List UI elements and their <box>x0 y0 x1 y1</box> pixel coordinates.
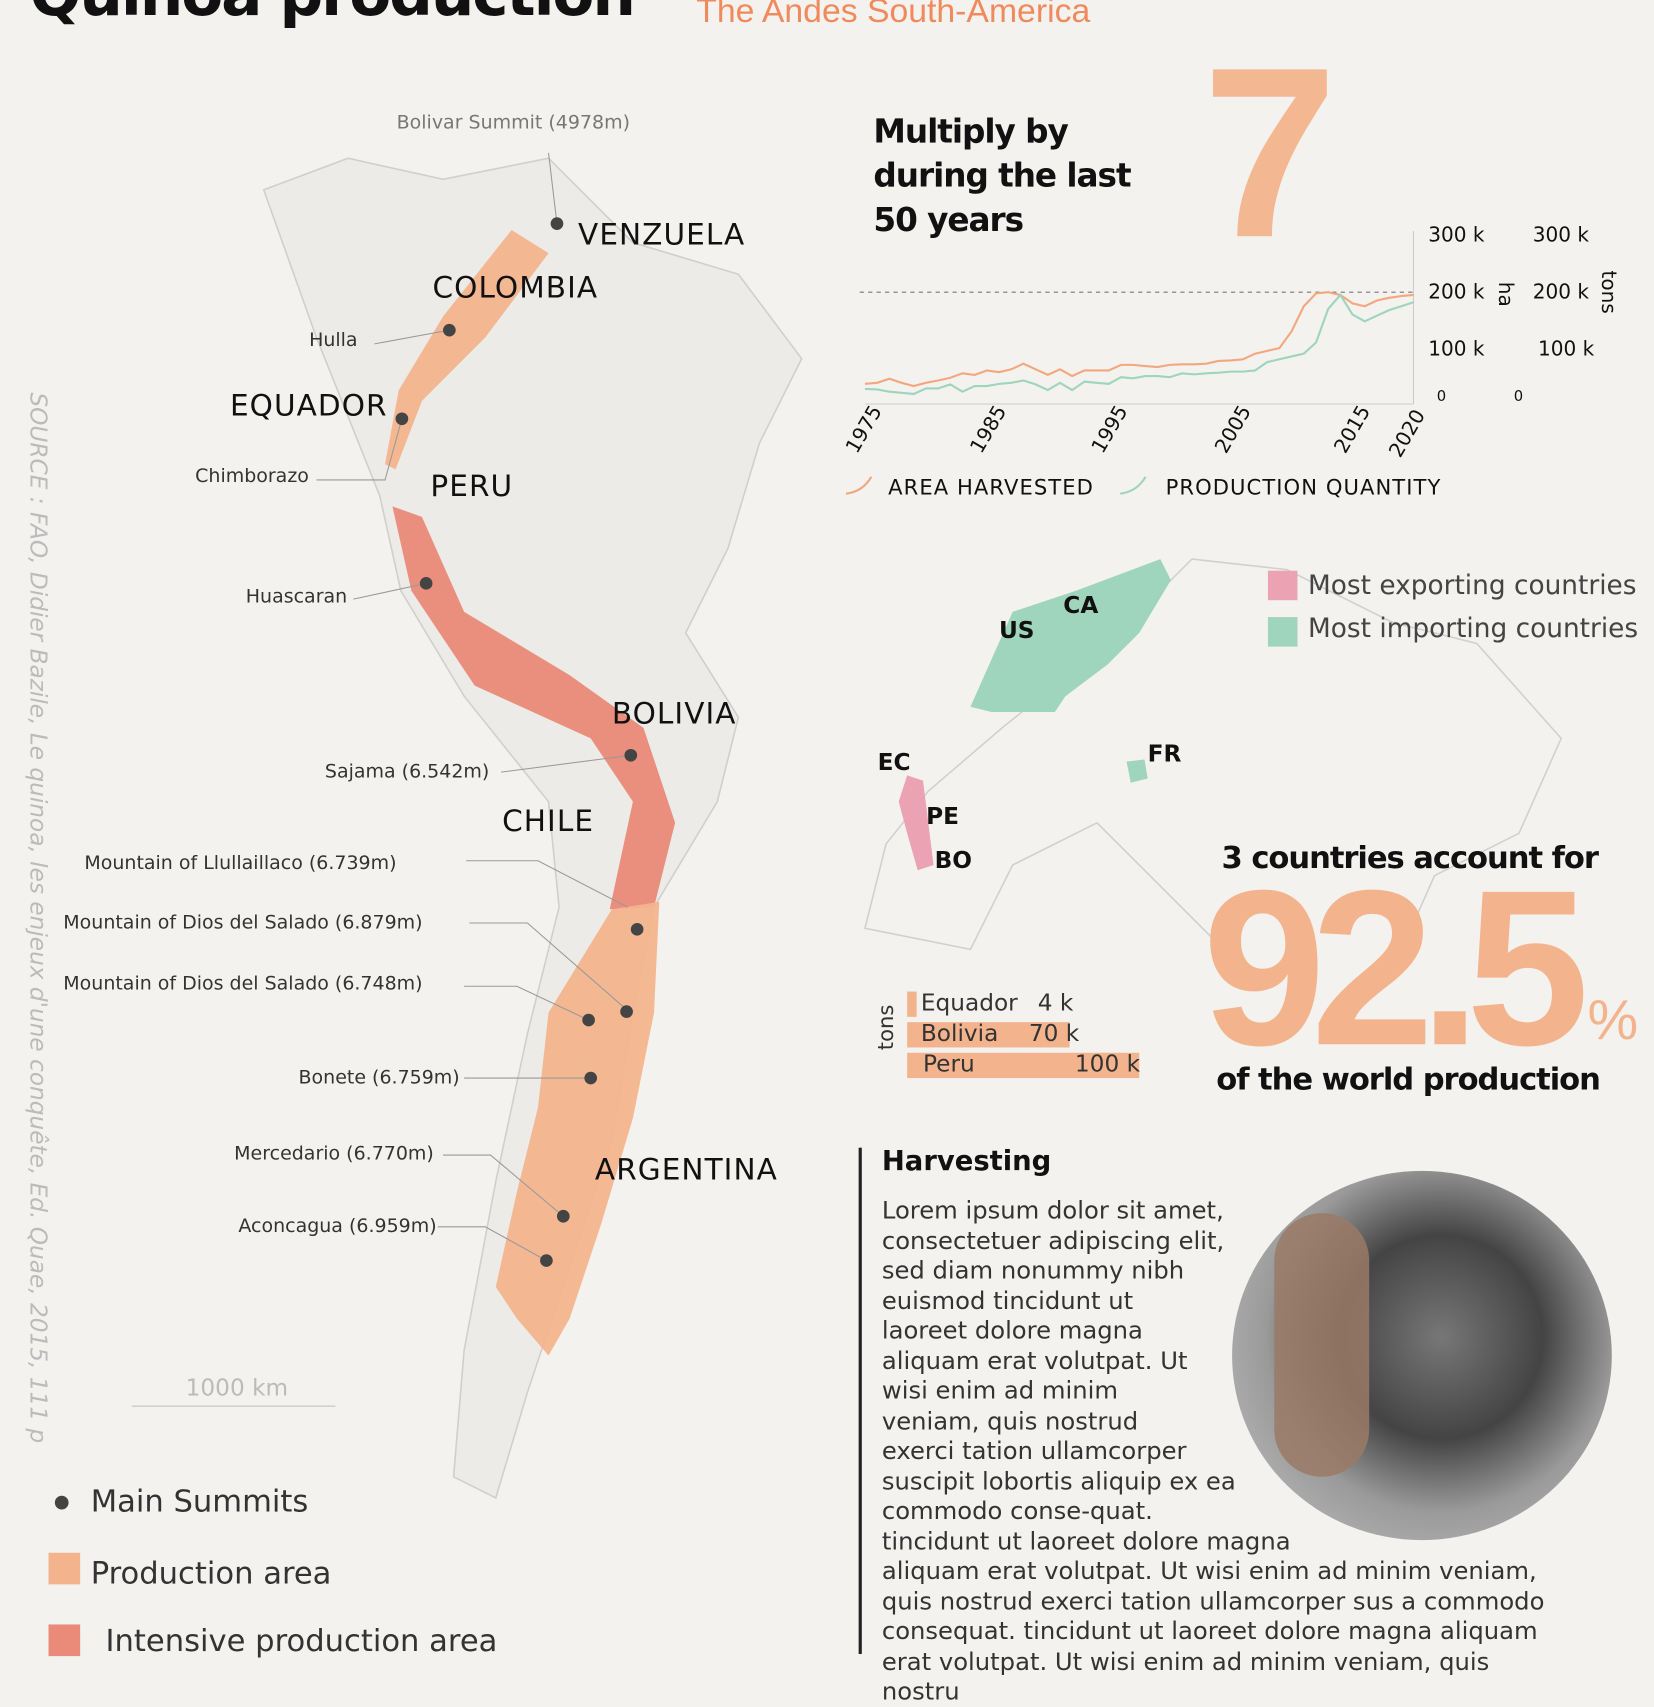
growth-line: 50 years <box>873 201 1024 240</box>
bar-value: 100 k <box>1074 1051 1141 1079</box>
label-venezuela: VENZUELA <box>578 217 746 253</box>
share-unit: % <box>1587 988 1639 1052</box>
summit-label: Hulla <box>309 329 358 352</box>
map-label-bo: BO <box>934 848 973 875</box>
us-ca-importing <box>970 559 1171 713</box>
summit-label: Chimborazo <box>195 465 309 488</box>
y-tick-left: 200 k <box>1428 280 1485 304</box>
growth-factor: 7 <box>1202 16 1338 288</box>
legend-summits: Main Summits <box>90 1483 309 1519</box>
bar-fill <box>907 991 917 1017</box>
share-value: 92.5 <box>1202 843 1590 1092</box>
label-colombia: COLOMBIA <box>432 270 599 305</box>
summit-label: Bolivar Summit (4978m) <box>396 111 631 134</box>
y-label-right: tons <box>1596 270 1620 314</box>
y-tick-right: 0 <box>1513 388 1524 406</box>
label-peru: PERU <box>430 468 514 504</box>
bar-value: 4 k <box>1037 990 1074 1017</box>
map-label-ec: EC <box>877 749 911 777</box>
world-outline <box>864 558 1563 971</box>
label-ecuador: EQUADOR <box>229 388 388 423</box>
series-line-production <box>864 293 1414 396</box>
growth-headline: Multiply by during the last 50 years <box>873 110 1131 243</box>
summit-label: Mountain of Llullaillaco (6.739m) <box>84 852 397 875</box>
line-chart <box>845 231 1415 495</box>
production-area-south <box>495 901 660 1356</box>
summit-label: Bonete (6.759m) <box>298 1066 460 1089</box>
quinoa-plant <box>1274 1213 1370 1477</box>
summit-markers <box>395 217 644 1267</box>
export-bar: Bolivia 70 k <box>907 1021 1140 1048</box>
intensive-area <box>392 506 676 910</box>
growth-line: Multiply by <box>873 112 1068 151</box>
map-label-pe: PE <box>926 803 960 831</box>
map-label-us: US <box>998 618 1035 645</box>
y-tick-right: 200 k <box>1532 280 1589 304</box>
import-legend-swatch <box>1267 617 1298 647</box>
summit-label: Sajama (6.542m) <box>324 760 490 783</box>
label-chile: CHILE <box>502 803 595 839</box>
export-bar: Peru 100 k <box>907 1051 1141 1079</box>
legend-exporting: Most exporting countries <box>1308 569 1637 601</box>
summit-label: Mountain of Dios del Salado (6.748m) <box>63 972 423 995</box>
summit-label: Mountain of Dios del Salado (6.879m) <box>63 911 423 934</box>
share-bottom: of the world production <box>1216 1061 1601 1098</box>
summit-label: Mercedario (6.770m) <box>234 1142 434 1165</box>
world-map <box>864 558 1563 971</box>
y-label-left: ha <box>1493 281 1517 307</box>
infographic: Quinoa production The Andes South-Americ… <box>24 0 1639 1706</box>
summit-leaders <box>316 152 631 1262</box>
export-legend-swatch <box>1267 570 1298 601</box>
bar-value: 70 k <box>1028 1021 1080 1048</box>
andean-exporting <box>898 775 934 871</box>
text-wrap-spacer <box>1198 1196 1557 1534</box>
export-bars: Equador 4 k Bolivia 70 k Peru 100 k <box>907 990 1141 1079</box>
series-line-area <box>864 291 1414 388</box>
summit-label: Huascaran <box>245 585 348 608</box>
map-label-ca: CA <box>1063 592 1099 620</box>
label-argentina: ARGENTINA <box>594 1151 778 1187</box>
legend-area: AREA HARVESTED <box>888 474 1094 500</box>
farmer-photo <box>1232 1170 1612 1541</box>
legend-production-qty: PRODUCTION QUANTITY <box>1165 474 1442 500</box>
bar-fill <box>907 1052 1140 1079</box>
summit-label: Aconcagua (6.959m) <box>238 1215 437 1238</box>
share-top: 3 countries account for <box>1221 839 1599 876</box>
scale-label: 1000 km <box>185 1375 289 1402</box>
legend-line-icon <box>845 476 873 495</box>
y-tick-left: 100 k <box>1428 337 1485 361</box>
bar-label: Peru <box>922 1051 975 1079</box>
map-label-fr: FR <box>1147 741 1182 768</box>
y-tick-right: 100 k <box>1537 337 1595 361</box>
export-bar: Equador 4 k <box>907 990 1140 1017</box>
intensive-legend-swatch <box>48 1624 81 1657</box>
label-bolivia: BOLIVIA <box>611 696 737 732</box>
bar-label: Bolivia <box>920 1021 999 1048</box>
andes-map <box>131 152 803 1500</box>
y-tick-left: 0 <box>1436 388 1447 406</box>
divider <box>858 1147 862 1655</box>
page-subtitle: The Andes South-America <box>696 0 1091 30</box>
legend-line-icon <box>1120 476 1147 495</box>
growth-line: during the last <box>873 157 1131 196</box>
y-tick-right: 300 k <box>1532 223 1589 247</box>
page-title: Quinoa production <box>30 0 636 30</box>
harvest-text: Lorem ipsum dolor sit amet, consectetuer… <box>882 1196 1557 1707</box>
production-legend-swatch <box>48 1552 81 1585</box>
production-area-north <box>385 229 549 470</box>
legend-production: Production area <box>90 1554 332 1591</box>
fr-importing <box>1126 759 1148 783</box>
harvest-title: Harvesting <box>881 1145 1052 1178</box>
y-tick-left: 300 k <box>1428 223 1485 247</box>
legend-intensive: Intensive production area <box>105 1622 498 1659</box>
bar-label: Equador <box>920 990 1018 1017</box>
bar-fill <box>907 1022 1070 1048</box>
legend-importing: Most importing countries <box>1308 612 1639 644</box>
summit-legend-icon <box>54 1495 69 1510</box>
bars-unit: tons <box>872 1004 899 1051</box>
